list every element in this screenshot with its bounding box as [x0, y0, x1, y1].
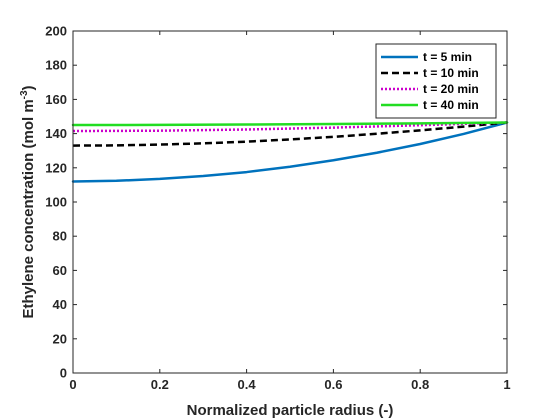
legend-items: t = 5 min t = 10 min t = 20 min t = 40 min: [381, 50, 479, 112]
legend: t = 5 min t = 10 min t = 20 min t = 40 min: [375, 43, 497, 119]
y-axis-title-close: ): [20, 85, 37, 90]
y-tick-label: 140: [45, 126, 67, 141]
legend-label-4: t = 40 min: [423, 98, 479, 112]
x-tick-label: 0.2: [151, 377, 169, 392]
series-layer: [71, 121, 509, 183]
y-tick-label: 40: [53, 297, 67, 312]
x-axis-title: Normalized particle radius (-): [187, 402, 394, 419]
legend-label-2: t = 10 min: [423, 66, 479, 80]
x-tick-label: 0.6: [324, 377, 342, 392]
ticks-layer: 0 0.2 0.4 0.6 0.8 1 0 20 40 60 80 100 120 140 160 180 20…: [45, 24, 510, 393]
y-axis-title-superscript: -3: [19, 90, 30, 99]
y-tick-label: 200: [45, 24, 67, 39]
x-tick-label: 1: [503, 377, 510, 392]
y-tick-label: 80: [53, 229, 67, 244]
x-tick-label: 0: [69, 377, 76, 392]
series-line-2: [72, 121, 508, 147]
legend-label-1: t = 5 min: [423, 50, 472, 64]
y-tick-label: 180: [45, 58, 67, 73]
y-tick-label: 60: [53, 263, 67, 278]
y-tick-label: 20: [53, 331, 67, 346]
x-tick-label: 0.8: [411, 377, 429, 392]
y-axis-title-main: Ethylene concentration (mol m: [20, 99, 37, 318]
y-tick-label: 120: [45, 160, 67, 175]
series-line-1: [71, 121, 509, 183]
y-tick-label: 0: [60, 366, 67, 381]
y-axis-title: Ethylene concentration (mol m-3): [19, 85, 37, 318]
series-line-4: [71, 121, 509, 127]
y-tick-label: 100: [45, 195, 67, 210]
series-line-3: [72, 121, 508, 133]
y-tick-label: 160: [45, 92, 67, 107]
x-tick-label: 0.4: [238, 377, 257, 392]
legend-label-3: t = 20 min: [423, 82, 479, 96]
